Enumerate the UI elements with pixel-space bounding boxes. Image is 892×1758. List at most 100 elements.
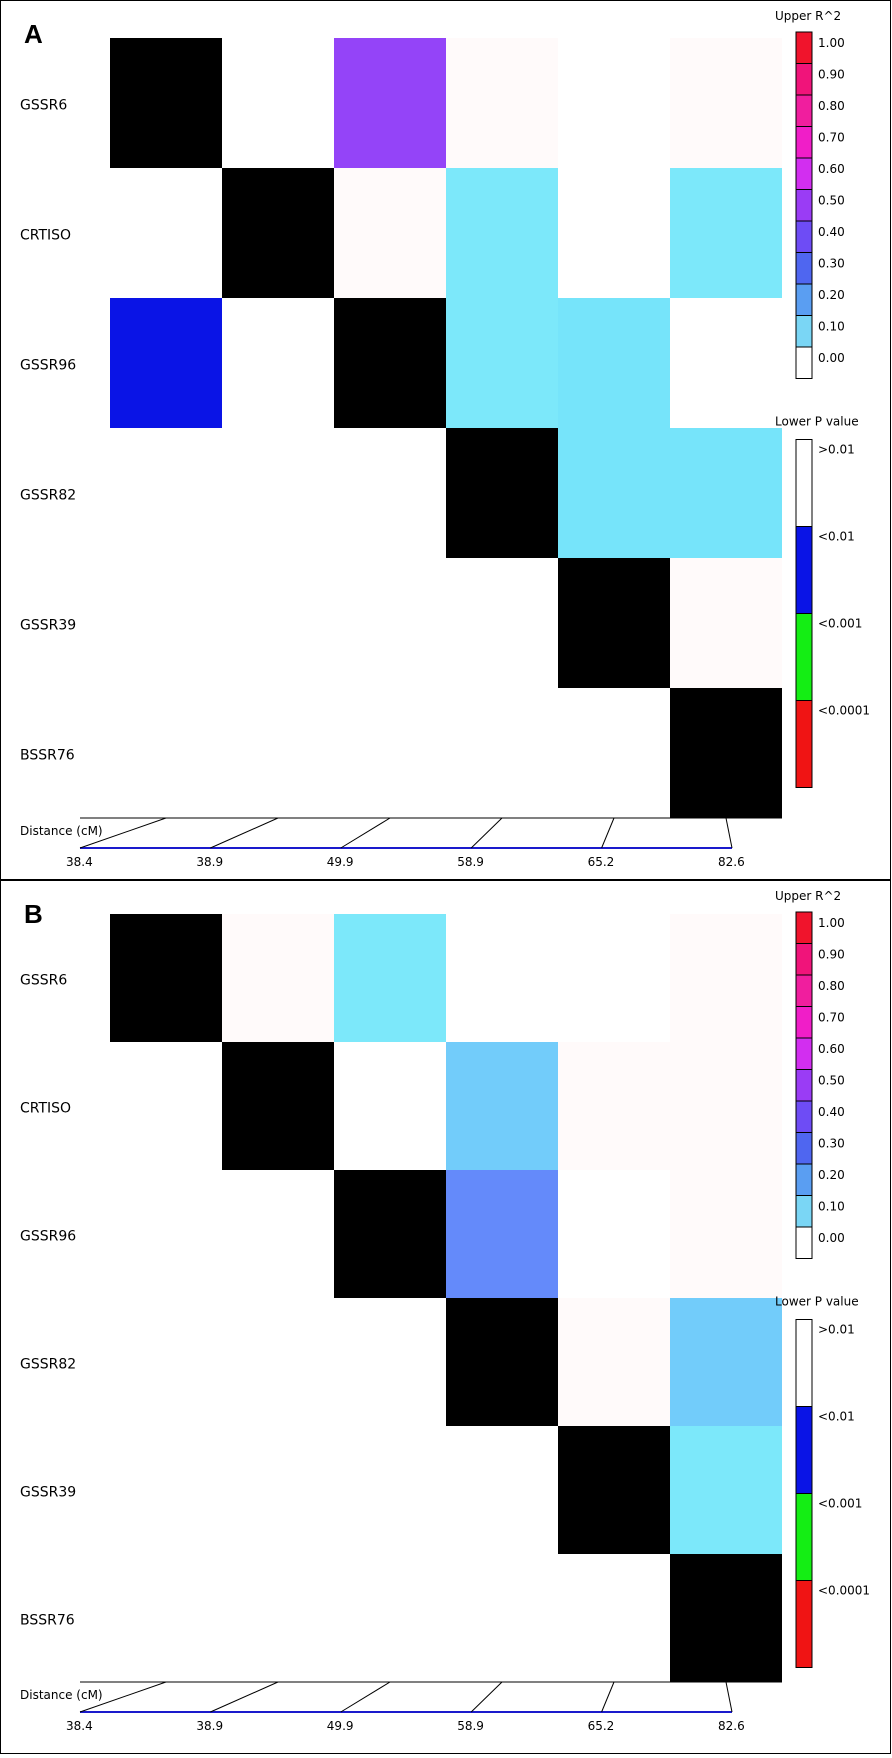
upper-legend-tick: 0.00 (818, 1231, 845, 1245)
upper-legend-tick: 0.60 (818, 1042, 845, 1056)
distance-connector (601, 817, 615, 849)
diagonal-cell (558, 1426, 670, 1554)
marker-label: GSSR82 (20, 488, 76, 504)
diagonal-cell (110, 914, 222, 1042)
lower-legend-swatch (795, 613, 813, 701)
heatmap-cell (558, 298, 670, 428)
upper-legend-tick: 0.40 (818, 225, 845, 239)
lower-legend-label: <0.01 (818, 1410, 855, 1424)
heatmap-cell (110, 298, 222, 428)
heatmap-cell (334, 168, 446, 298)
lower-legend-label: <0.001 (818, 617, 862, 631)
marker-label: GSSR6 (20, 98, 67, 114)
upper-legend-swatch (795, 189, 813, 222)
upper-legend-swatch (795, 1226, 813, 1259)
upper-legend-swatch (795, 1100, 813, 1133)
lower-legend-swatch (795, 526, 813, 614)
lower-legend-label: <0.0001 (818, 1584, 870, 1598)
panel-letter: A (24, 19, 43, 49)
upper-legend-tick: 0.50 (818, 1074, 845, 1088)
marker-label: GSSR96 (20, 358, 76, 374)
diagonal-cell (222, 168, 334, 298)
lower-legend-swatch (795, 1406, 813, 1494)
marker-label: GSSR96 (20, 1228, 76, 1244)
upper-legend-swatch (795, 1195, 813, 1228)
upper-legend-swatch (795, 252, 813, 285)
upper-legend-swatch (795, 126, 813, 159)
diagonal-cell (670, 1554, 782, 1682)
upper-legend-swatch (795, 1163, 813, 1196)
distance-tick-label: 65.2 (588, 855, 615, 869)
lower-legend-label: <0.01 (818, 530, 855, 544)
diagonal-cell (222, 1042, 334, 1170)
upper-legend-title: Upper R^2 (775, 889, 841, 903)
distance-tick-label: 65.2 (588, 1719, 615, 1733)
heatmap-cell (334, 38, 446, 168)
distance-connector (210, 817, 279, 849)
lower-legend-swatch (795, 1580, 813, 1668)
panel-a: A GSSR6 CRTISO GSSR96 GSSR82 GSSR39 BSSR76 38.4… (0, 0, 891, 880)
distance-tick-label: 49.9 (327, 855, 354, 869)
upper-legend-tick: 0.20 (818, 288, 845, 302)
upper-legend-tick: 0.30 (818, 1137, 845, 1151)
distance-tick-label: 38.4 (66, 1719, 93, 1733)
upper-legend-swatch (795, 1132, 813, 1165)
heatmap-cell (446, 1170, 558, 1298)
panel-frame (0, 0, 891, 880)
lower-legend-label: >0.01 (818, 1323, 855, 1337)
lower-legend-swatch (795, 1319, 813, 1407)
upper-legend-tick: 0.80 (818, 99, 845, 113)
upper-legend-swatch (795, 157, 813, 190)
diagonal-cell (446, 428, 558, 558)
upper-legend-tick: 0.10 (818, 1200, 845, 1214)
diagonal-cell (334, 298, 446, 428)
heatmap-cell (222, 914, 334, 1042)
distance-tick-label: 38.4 (66, 855, 93, 869)
distance-connector (601, 1681, 615, 1713)
distance-tick-label: 82.6 (718, 855, 745, 869)
marker-label: BSSR76 (20, 1612, 75, 1628)
distance-tick-label: 38.9 (196, 1719, 223, 1733)
upper-legend-swatch (795, 974, 813, 1007)
heatmap-cell (670, 168, 782, 298)
distance-connector (79, 817, 167, 849)
heatmap-cell (670, 558, 782, 688)
heatmap-cell (670, 38, 782, 168)
upper-legend-tick: 1.00 (818, 36, 845, 50)
distance-connector (470, 1681, 503, 1713)
upper-legend-swatch (795, 1037, 813, 1070)
distance-tick-label: 38.9 (196, 855, 223, 869)
lower-legend-swatch (795, 700, 813, 788)
upper-legend-tick: 0.50 (818, 194, 845, 208)
distance-axis-title: Distance (cM) (20, 1688, 103, 1702)
upper-legend-swatch (795, 283, 813, 316)
heatmap-cell (558, 1298, 670, 1426)
upper-legend-tick: 0.70 (818, 1011, 845, 1025)
heatmap-cell (334, 914, 446, 1042)
marker-label: GSSR82 (20, 1356, 76, 1372)
distance-connector (725, 817, 733, 849)
upper-legend-swatch (795, 31, 813, 64)
diagonal-cell (446, 1298, 558, 1426)
upper-legend-tick: 1.00 (818, 916, 845, 930)
upper-legend-tick: 0.80 (818, 979, 845, 993)
upper-legend-swatch (795, 220, 813, 253)
marker-label: CRTISO (20, 228, 71, 244)
lower-legend-label: <0.001 (818, 1497, 862, 1511)
heatmap-cell (446, 1042, 558, 1170)
distance-connector (340, 1681, 391, 1713)
heatmap-cell (670, 1042, 782, 1170)
upper-legend-tick: 0.00 (818, 351, 845, 365)
heatmap-cell (670, 428, 782, 558)
distance-tick-label: 49.9 (327, 1719, 354, 1733)
distance-connector (210, 1681, 279, 1713)
marker-label: GSSR39 (20, 618, 76, 634)
upper-legend-swatch (795, 315, 813, 348)
upper-legend-tick: 0.90 (818, 948, 845, 962)
lower-legend-title: Lower P value (775, 1295, 859, 1309)
diagonal-cell (334, 1170, 446, 1298)
distance-axis-title: Distance (cM) (20, 824, 103, 838)
panel-b: B GSSR6 CRTISO GSSR96 GSSR82 GSSR39 BSSR76 38.4… (0, 880, 891, 1754)
